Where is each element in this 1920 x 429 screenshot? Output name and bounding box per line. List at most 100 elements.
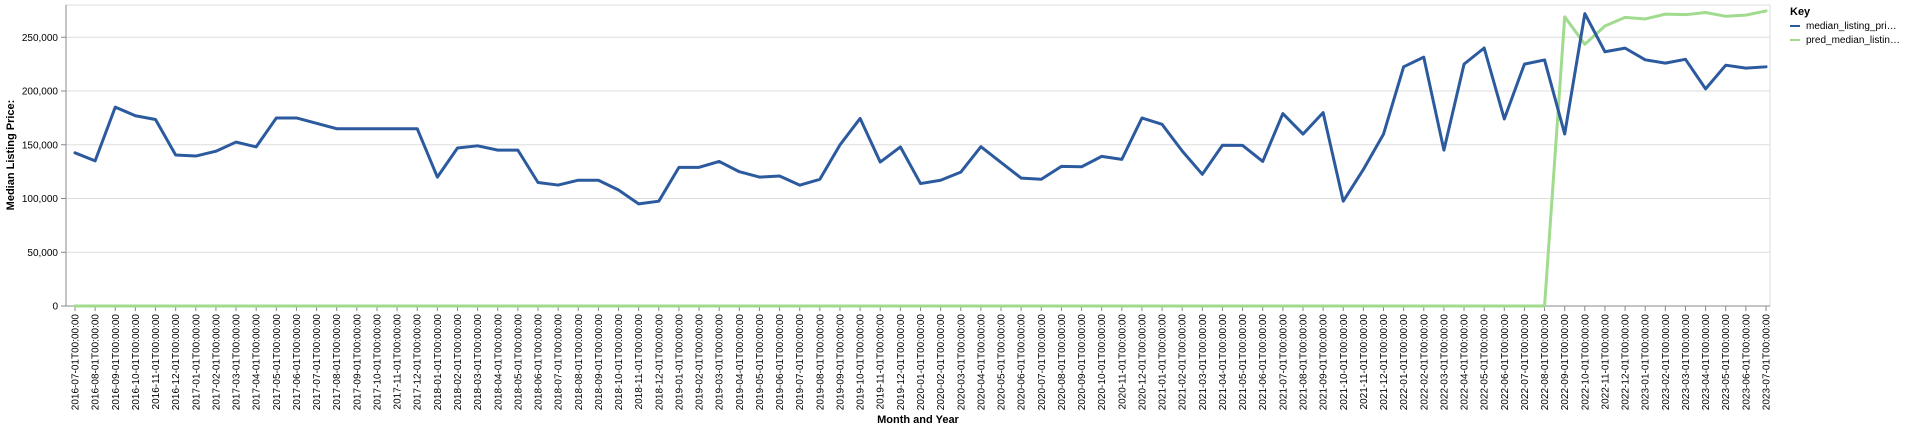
x-tick-label: 2022-03-01T00:00:00 — [1439, 314, 1450, 411]
x-tick-label: 2022-09-01T00:00:00 — [1560, 314, 1571, 411]
x-tick-label: 2021-08-01T00:00:00 — [1298, 314, 1309, 411]
x-tick-label: 2017-04-01T00:00:00 — [252, 314, 263, 411]
x-tick-label: 2018-12-01T00:00:00 — [654, 314, 665, 411]
x-tick-label: 2016-11-01T00:00:00 — [151, 314, 162, 410]
series-line-pred — [73, 9, 1768, 308]
x-tick-label: 2017-10-01T00:00:00 — [372, 314, 383, 411]
x-tick-label: 2019-05-01T00:00:00 — [755, 314, 766, 411]
x-tick-label: 2017-09-01T00:00:00 — [352, 314, 363, 411]
x-tick-label: 2021-02-01T00:00:00 — [1178, 314, 1189, 411]
x-tick-label: 2023-02-01T00:00:00 — [1661, 314, 1672, 411]
x-tick-label: 2020-03-01T00:00:00 — [956, 314, 967, 411]
x-tick-label: 2018-02-01T00:00:00 — [453, 314, 464, 411]
x-tick-label: 2016-08-01T00:00:00 — [91, 314, 102, 411]
plot-area: 2016-07-01T00:00:00 2016-08-01T00:00:00 20… — [22, 4, 1773, 411]
x-tick-label: 2022-10-01T00:00:00 — [1580, 314, 1591, 411]
x-tick-label: 2017-12-01T00:00:00 — [413, 314, 424, 411]
y-axis: 0 50,000 100,000 150,000 200,000 250,000 — [22, 5, 67, 313]
x-tick-label: 2019-08-01T00:00:00 — [815, 314, 826, 411]
x-tick-label: 2020-02-01T00:00:00 — [936, 314, 947, 411]
x-tick-label: 2017-11-01T00:00:00 — [393, 314, 404, 410]
y-axis-title: Median Listing Price: — [5, 100, 17, 211]
x-tick-label: 2021-05-01T00:00:00 — [1238, 314, 1249, 411]
x-tick-label: 2020-11-01T00:00:00 — [1117, 314, 1128, 410]
x-tick-label: 2022-12-01T00:00:00 — [1621, 314, 1632, 411]
x-tick-label: 2016-07-01T00:00:00 — [71, 314, 82, 411]
x-tick-label: 2019-11-01T00:00:00 — [876, 314, 887, 410]
x-tick-label: 2019-04-01T00:00:00 — [735, 314, 746, 411]
x-tick-label: 2018-06-01T00:00:00 — [534, 314, 545, 411]
x-tick-label: 2016-12-01T00:00:00 — [171, 314, 182, 411]
x-tick-label: 2018-11-01T00:00:00 — [634, 314, 645, 410]
x-tick-label: 2019-06-01T00:00:00 — [775, 314, 786, 411]
x-tick-label: 2022-06-01T00:00:00 — [1500, 314, 1511, 411]
x-tick-label: 2017-07-01T00:00:00 — [312, 314, 323, 411]
x-tick-label: 2016-10-01T00:00:00 — [131, 314, 142, 411]
x-tick-label: 2018-07-01T00:00:00 — [554, 314, 565, 411]
x-tick-label: 2021-09-01T00:00:00 — [1319, 314, 1330, 411]
x-tick-label: 2023-01-01T00:00:00 — [1641, 314, 1652, 411]
series-lines — [73, 9, 1768, 308]
x-tick-label: 2023-07-01T00:00:00 — [1762, 314, 1773, 411]
x-tick-label: 2019-12-01T00:00:00 — [896, 314, 907, 411]
x-axis-title: Month and Year — [877, 414, 959, 426]
plot-frame — [65, 4, 1771, 307]
x-tick-label: 2021-10-01T00:00:00 — [1339, 314, 1350, 411]
x-tick-label: 2021-03-01T00:00:00 — [1198, 314, 1209, 411]
y-tick-label: 200,000 — [22, 87, 59, 98]
x-tick-label: 2018-04-01T00:00:00 — [493, 314, 504, 411]
x-tick-label: 2018-08-01T00:00:00 — [574, 314, 585, 411]
y-tick-label: 250,000 — [22, 33, 59, 44]
legend: Key median_listing_pri… pred_median_list… — [1790, 6, 1900, 46]
series-line-median — [73, 12, 1768, 206]
x-tick-label: 2022-11-01T00:00:00 — [1600, 314, 1611, 410]
x-tick-label: 2021-11-01T00:00:00 — [1359, 314, 1370, 410]
x-tick-label: 2017-03-01T00:00:00 — [232, 314, 243, 411]
x-tick-label: 2020-06-01T00:00:00 — [1017, 314, 1028, 411]
legend-label-pred: pred_median_listin… — [1806, 35, 1900, 46]
y-tick-label: 50,000 — [27, 248, 58, 259]
x-tick-label: 2021-07-01T00:00:00 — [1278, 314, 1289, 411]
x-axis: 2016-07-01T00:00:00 2016-08-01T00:00:00 20… — [66, 305, 1773, 411]
x-tick-label: 2022-02-01T00:00:00 — [1419, 314, 1430, 411]
x-tick-label: 2017-06-01T00:00:00 — [292, 314, 303, 411]
x-tick-label: 2017-01-01T00:00:00 — [191, 314, 202, 411]
x-tick-label: 2018-05-01T00:00:00 — [513, 314, 524, 411]
x-tick-label: 2020-04-01T00:00:00 — [976, 314, 987, 411]
x-tick-label: 2021-06-01T00:00:00 — [1258, 314, 1269, 411]
x-tick-label: 2018-01-01T00:00:00 — [433, 314, 444, 411]
x-tick-label: 2023-05-01T00:00:00 — [1721, 314, 1732, 411]
x-tick-label: 2022-04-01T00:00:00 — [1460, 314, 1471, 411]
x-tick-label: 2018-09-01T00:00:00 — [594, 314, 605, 411]
x-tick-label: 2020-07-01T00:00:00 — [1037, 314, 1048, 411]
x-tick-label: 2020-08-01T00:00:00 — [1057, 314, 1068, 411]
x-tick-label: 2022-05-01T00:00:00 — [1480, 314, 1491, 411]
x-tick-label: 2022-07-01T00:00:00 — [1520, 314, 1531, 411]
x-tick-label: 2020-01-01T00:00:00 — [916, 314, 927, 411]
x-tick-label: 2020-05-01T00:00:00 — [997, 314, 1008, 411]
y-tick-label: 100,000 — [22, 194, 59, 205]
x-tick-label: 2019-01-01T00:00:00 — [674, 314, 685, 411]
x-tick-label: 2020-12-01T00:00:00 — [1137, 314, 1148, 411]
x-tick-label: 2017-05-01T00:00:00 — [272, 314, 283, 411]
x-tick-label: 2018-10-01T00:00:00 — [614, 314, 625, 411]
x-tick-label: 2019-07-01T00:00:00 — [795, 314, 806, 411]
x-tick-label: 2023-04-01T00:00:00 — [1701, 314, 1712, 411]
x-tick-label: 2022-08-01T00:00:00 — [1540, 314, 1551, 411]
legend-title: Key — [1790, 6, 1811, 18]
x-tick-label: 2019-10-01T00:00:00 — [856, 314, 867, 411]
x-tick-label: 2018-03-01T00:00:00 — [473, 314, 484, 411]
x-tick-label: 2019-03-01T00:00:00 — [715, 314, 726, 411]
x-tick-label: 2019-09-01T00:00:00 — [835, 314, 846, 411]
x-tick-label: 2023-06-01T00:00:00 — [1741, 314, 1752, 411]
x-tick-label: 2017-02-01T00:00:00 — [211, 314, 222, 411]
x-tick-label: 2020-09-01T00:00:00 — [1077, 314, 1088, 411]
x-tick-label: 2021-01-01T00:00:00 — [1158, 314, 1169, 411]
x-tick-label: 2021-12-01T00:00:00 — [1379, 314, 1390, 411]
x-tick-label: 2016-09-01T00:00:00 — [111, 314, 122, 411]
x-tick-label: 2022-01-01T00:00:00 — [1399, 314, 1410, 411]
y-tick-label: 150,000 — [22, 140, 59, 151]
x-tick-label: 2020-10-01T00:00:00 — [1097, 314, 1108, 411]
x-tick-label: 2021-04-01T00:00:00 — [1218, 314, 1229, 411]
